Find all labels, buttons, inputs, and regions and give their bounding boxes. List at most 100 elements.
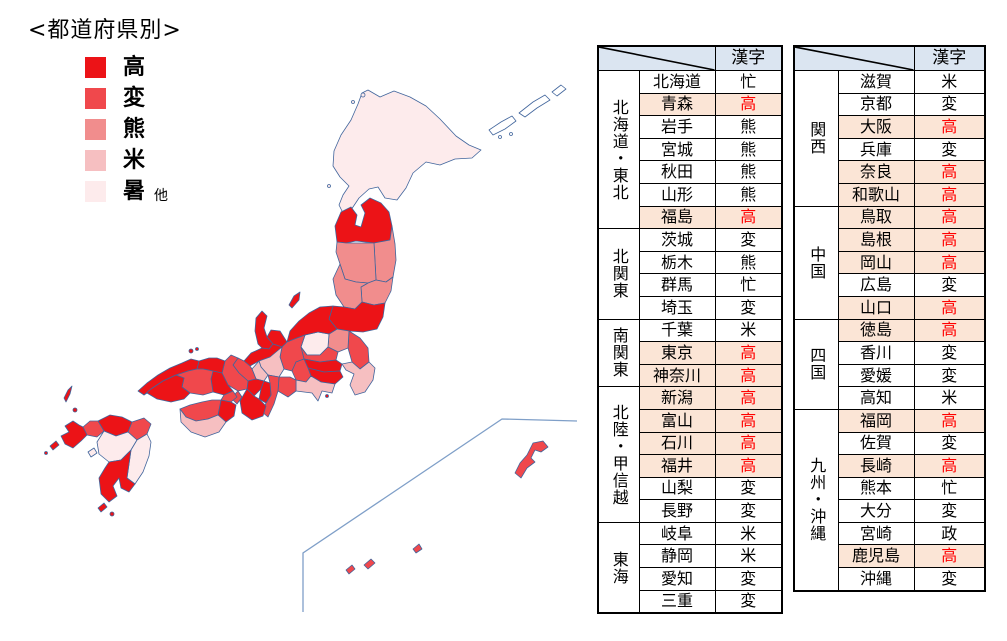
kanji-value-cell: 変	[714, 228, 783, 252]
kanji-value-cell: 熊	[714, 115, 783, 139]
prefecture-cell: 徳島	[837, 318, 915, 343]
map-prefecture	[254, 310, 274, 350]
table-row: 長野変	[598, 499, 783, 523]
table-row: 沖縄変	[794, 567, 986, 592]
legend-item: 変	[85, 83, 168, 114]
kanji-value-cell: 熊	[714, 182, 783, 207]
prefecture-cell: 東京	[638, 341, 716, 365]
prefecture-cell: 愛知	[638, 567, 716, 591]
prefecture-cell: 富山	[638, 408, 716, 433]
kanji-value-cell: 高	[714, 92, 783, 117]
legend: 高変熊米暑他	[85, 52, 168, 207]
kanji-value-cell: 熊	[714, 250, 783, 275]
prefecture-cell: 長崎	[837, 454, 915, 478]
prefecture-cell: 宮崎	[837, 521, 915, 546]
table-row: 北陸・甲信越 新潟高	[597, 386, 783, 523]
table-row: 山形熊	[598, 182, 783, 207]
map-island	[63, 385, 73, 403]
table-row: 中国 鳥取高	[793, 205, 986, 320]
kanji-value-cell: 米	[714, 318, 783, 343]
map-prefecture	[328, 301, 386, 333]
kanji-column-header: 漢字	[913, 45, 986, 71]
map-prefecture	[277, 376, 297, 398]
prefecture-cell: 神奈川	[638, 363, 716, 388]
prefecture-cell: 奈良	[837, 160, 915, 184]
table-row: 熊本忙	[794, 476, 986, 501]
diagonal-header-cell	[793, 45, 915, 71]
map-island	[49, 440, 60, 451]
region-cell: 四国	[793, 318, 839, 410]
legend-swatch	[85, 57, 106, 78]
prefecture-cell: 兵庫	[837, 137, 915, 162]
kanji-value-cell: 忙	[913, 476, 986, 501]
map-island	[109, 511, 115, 517]
table-row: 静岡米	[598, 544, 783, 569]
legend-swatch	[85, 88, 106, 109]
table-row: 関西 滋賀米	[793, 70, 986, 207]
table-row: 三重変	[598, 589, 783, 614]
inset-divider-line	[302, 418, 578, 612]
legend-item: 高	[85, 52, 168, 83]
kanji-value-cell: 忙	[714, 70, 783, 94]
region-cell: 東海	[597, 521, 640, 614]
legend-label: 米	[123, 147, 146, 173]
kanji-value-cell: 高	[913, 454, 986, 478]
prefecture-cell: 長野	[638, 499, 716, 523]
japan-choropleth-map	[44, 84, 578, 612]
prefecture-cell: 福岡	[837, 408, 915, 433]
table-row: 愛媛変	[794, 363, 986, 388]
prefecture-cell: 千葉	[638, 318, 716, 343]
prefecture-cell: 新潟	[638, 386, 716, 410]
prefecture-cell: 大阪	[837, 115, 915, 139]
region-cell: 関西	[793, 70, 839, 207]
kanji-value-cell: 高	[714, 205, 783, 230]
kanji-value-cell: 高	[714, 341, 783, 365]
prefecture-cell: 島根	[837, 228, 915, 252]
map-island	[360, 92, 366, 98]
kanji-value-cell: 変	[913, 273, 986, 297]
map-outline-island	[498, 135, 502, 139]
kanji-value-cell: 米	[913, 70, 986, 94]
map-outline-island	[518, 94, 551, 118]
table-row: 広島変	[794, 273, 986, 297]
map-prefecture	[179, 408, 227, 438]
prefecture-cell: 北海道	[638, 70, 716, 94]
legend-item: 暑他	[85, 176, 168, 207]
prefecture-cell: 栃木	[638, 250, 716, 275]
map-outline-island	[551, 84, 567, 97]
prefecture-cell: 石川	[638, 431, 716, 456]
kanji-value-cell: 高	[714, 363, 783, 388]
kanji-value-cell: 変	[913, 137, 986, 162]
legend-label: 高	[123, 54, 146, 80]
table-row: 長崎高	[794, 454, 986, 478]
table-row: 大分変	[794, 499, 986, 523]
kanji-value-cell: 米	[714, 521, 783, 546]
region-cell: 北関東	[597, 228, 640, 320]
kanji-value-cell: 高	[714, 408, 783, 433]
kanji-column-header: 漢字	[714, 45, 783, 71]
map-svg	[44, 84, 578, 612]
prefecture-cell: 滋賀	[837, 70, 915, 94]
table-row: 福井高	[598, 454, 783, 478]
table-row: 兵庫変	[794, 137, 986, 162]
kanji-value-cell: 変	[714, 567, 783, 591]
table-row: 岡山高	[794, 250, 986, 275]
prefecture-cell: 福井	[638, 454, 716, 478]
kanji-value-cell: 変	[714, 295, 783, 320]
kanji-value-cell: 高	[913, 408, 986, 433]
kanji-value-cell: 高	[913, 115, 986, 139]
kanji-value-cell: 高	[913, 250, 986, 275]
kanji-value-cell: 高	[913, 544, 986, 569]
table-row: 山口高	[794, 295, 986, 320]
prefecture-cell: 大分	[837, 499, 915, 523]
prefecture-cell: 埼玉	[638, 295, 716, 320]
kanji-value-cell: 熊	[714, 160, 783, 184]
table-row: 鹿児島高	[794, 544, 986, 569]
kanji-value-cell: 熊	[714, 137, 783, 162]
prefecture-cell: 茨城	[638, 228, 716, 252]
legend-label: 暑	[123, 178, 146, 204]
region-cell: 中国	[793, 205, 839, 320]
kanji-value-cell: 変	[714, 589, 783, 614]
table-row: 宮城熊	[598, 137, 783, 162]
table-row: 東京高	[598, 341, 783, 365]
